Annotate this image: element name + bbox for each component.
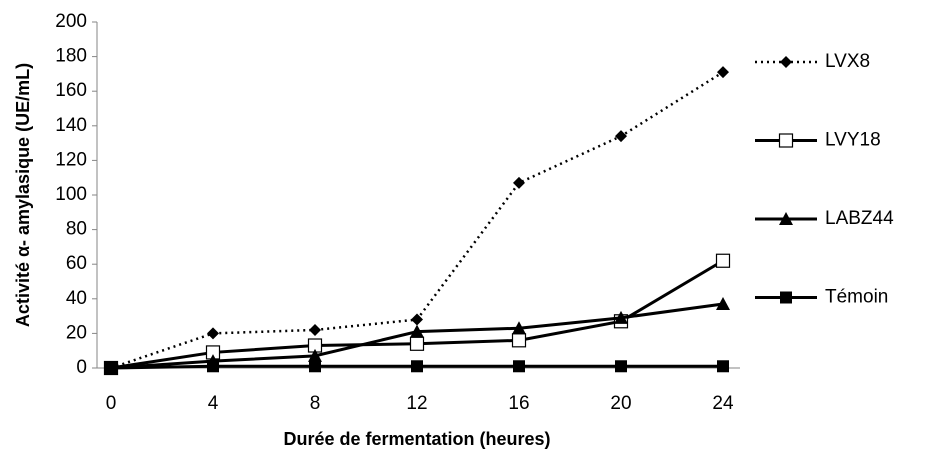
marker xyxy=(308,348,322,362)
x-tick-label: 4 xyxy=(208,393,219,414)
marker xyxy=(779,212,793,225)
marker xyxy=(309,323,321,336)
legend-label: LVX8 xyxy=(825,51,870,72)
marker xyxy=(717,360,729,373)
marker xyxy=(409,336,425,351)
y-tick-label: 60 xyxy=(66,253,87,274)
y-tick-label: 100 xyxy=(55,184,87,205)
legend-label: Témoin xyxy=(825,287,888,308)
legend-label: LABZ44 xyxy=(825,208,894,229)
marker xyxy=(207,327,219,340)
marker xyxy=(615,360,627,373)
marker xyxy=(715,253,731,268)
marker xyxy=(309,360,321,373)
x-tick-label: 8 xyxy=(310,393,321,414)
marker xyxy=(780,291,792,304)
y-tick-label: 0 xyxy=(76,357,87,378)
x-tick-label: 20 xyxy=(610,393,631,414)
y-tick-label: 160 xyxy=(55,80,87,101)
x-tick-label: 12 xyxy=(406,393,427,414)
marker xyxy=(207,360,219,373)
marker xyxy=(716,296,730,310)
x-tick-label: 16 xyxy=(508,393,529,414)
y-tick-label: 200 xyxy=(55,11,87,32)
x-axis-title: Durée de fermentation (heures) xyxy=(283,429,550,449)
marker xyxy=(614,310,628,324)
x-tick-label: 0 xyxy=(106,393,117,414)
marker xyxy=(778,133,794,148)
y-tick-label: 180 xyxy=(55,46,87,67)
y-tick-label: 120 xyxy=(55,149,87,170)
marker xyxy=(513,176,525,189)
marker xyxy=(780,56,792,68)
legend-label: LVY18 xyxy=(825,130,881,151)
marker xyxy=(411,360,423,373)
marker xyxy=(511,333,527,348)
marker xyxy=(512,321,526,335)
marker xyxy=(411,313,423,326)
marker xyxy=(410,324,424,338)
y-tick-label: 80 xyxy=(66,219,87,240)
marker xyxy=(717,66,729,79)
y-tick-label: 140 xyxy=(55,115,87,136)
y-axis-title: Activité α- amylasique (UE/mL) xyxy=(13,63,33,327)
y-tick-label: 20 xyxy=(66,322,87,343)
marker xyxy=(615,130,627,143)
x-tick-label: 24 xyxy=(712,393,734,414)
marker xyxy=(513,360,525,373)
marker xyxy=(105,362,117,374)
y-tick-label: 40 xyxy=(66,288,87,309)
